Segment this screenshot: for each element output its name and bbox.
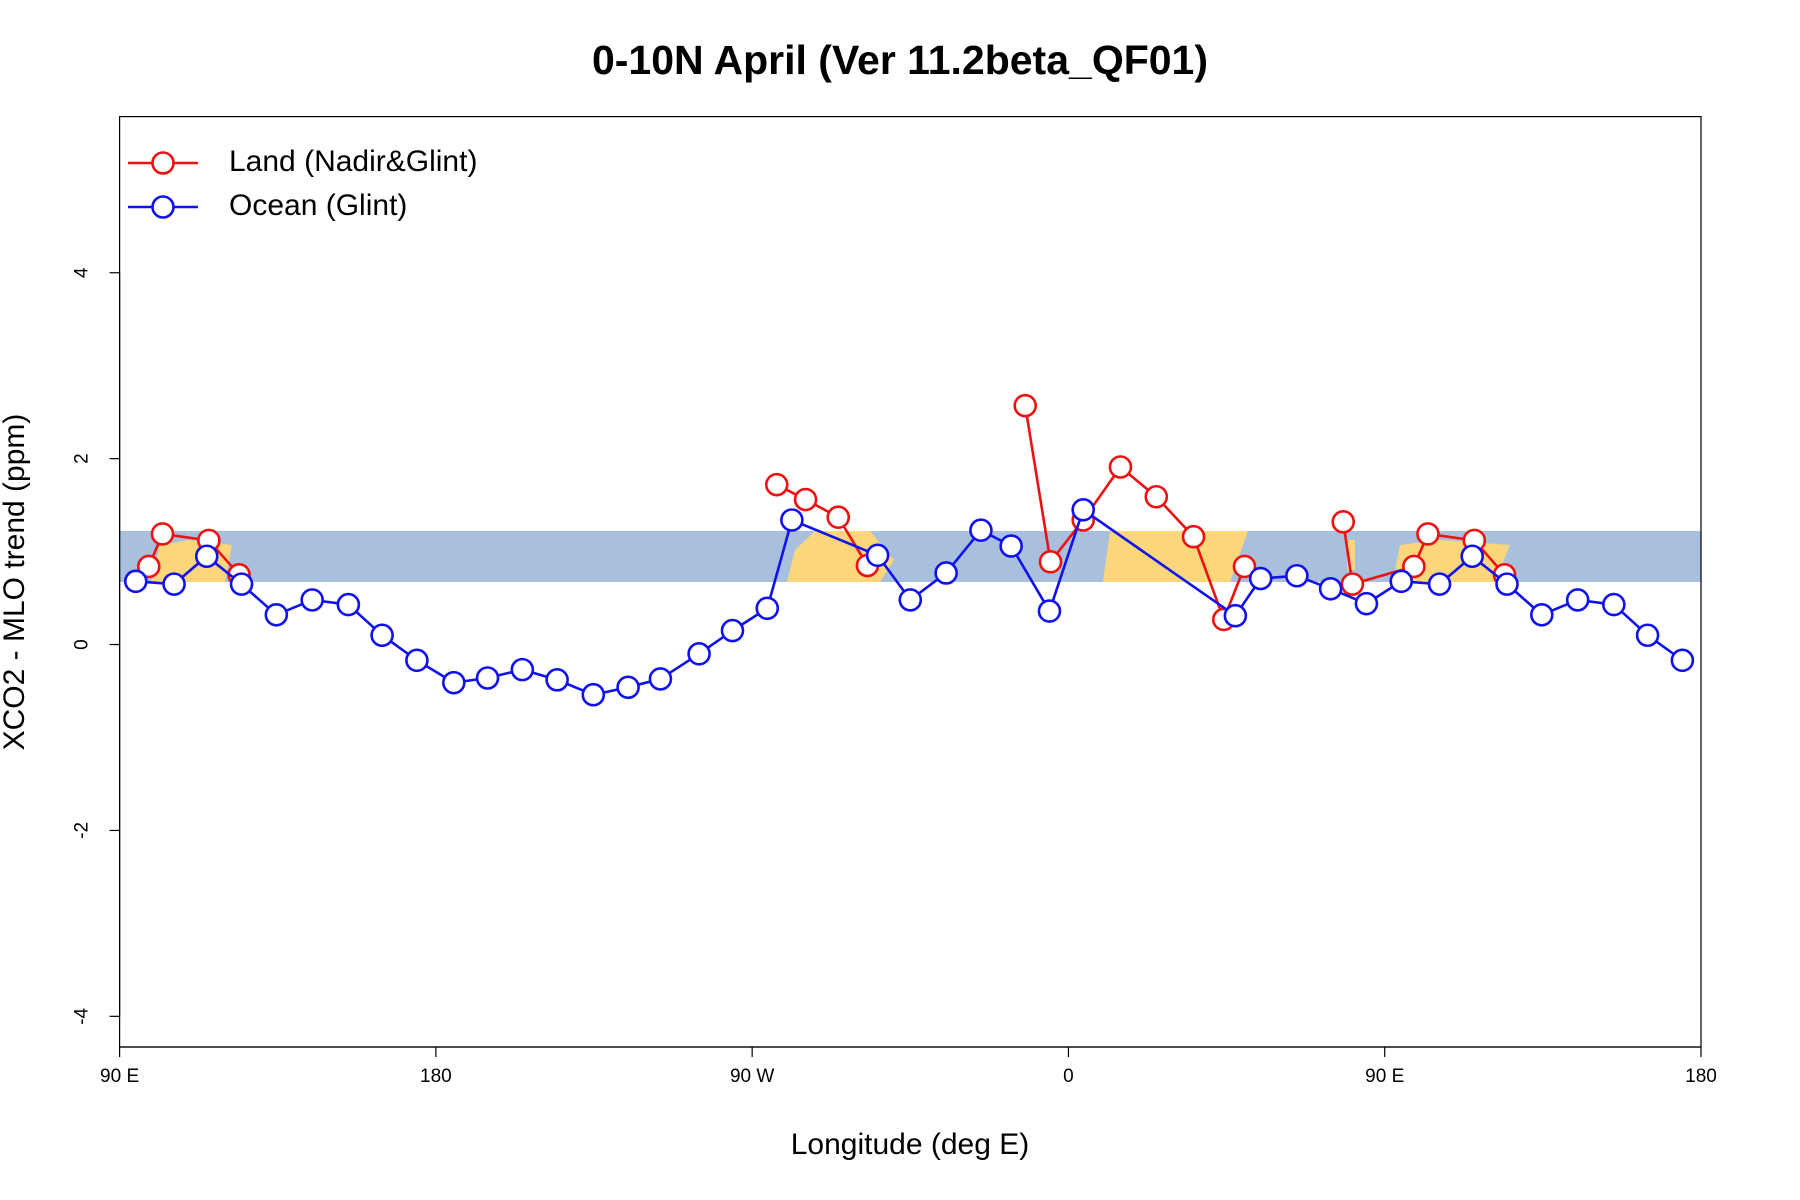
point	[793, 487, 818, 512]
point	[898, 588, 923, 612]
point	[194, 544, 219, 569]
point	[1495, 572, 1519, 596]
point	[865, 543, 890, 568]
point	[648, 667, 673, 691]
point	[229, 572, 254, 596]
point	[1144, 484, 1169, 509]
point	[1602, 592, 1626, 617]
point	[1670, 648, 1695, 673]
point	[1108, 455, 1133, 479]
legend-label: Land (Nadir&Glint)	[229, 145, 477, 178]
point	[1389, 569, 1414, 594]
y-tick-label: 0	[72, 639, 93, 650]
x-tick-label: 180	[420, 1066, 452, 1087]
point	[687, 642, 711, 666]
point	[123, 569, 148, 594]
point	[999, 534, 1023, 558]
point	[1340, 572, 1365, 596]
chart-title: 0-10N April (Ver 11.2beta_QF01)	[592, 37, 1208, 83]
point	[150, 522, 175, 546]
point	[720, 618, 745, 643]
point	[1565, 588, 1590, 612]
point	[755, 596, 780, 621]
point	[442, 670, 466, 695]
x-tick-label: 90 E	[1365, 1066, 1404, 1087]
point	[162, 572, 186, 596]
point	[969, 518, 993, 543]
legend-label: Ocean (Glint)	[229, 189, 407, 222]
point	[1530, 602, 1554, 627]
point	[826, 505, 851, 530]
x-tick-label: 0	[1063, 1066, 1074, 1087]
land-area	[151, 540, 232, 582]
point	[136, 554, 161, 579]
point	[1402, 554, 1426, 579]
y-tick-label: -2	[72, 822, 93, 839]
legend-marker	[151, 195, 175, 219]
point	[336, 592, 361, 617]
y-tick-label: -4	[72, 1007, 93, 1024]
point	[264, 602, 289, 627]
point	[780, 508, 804, 532]
point	[1223, 603, 1248, 628]
point	[545, 668, 569, 692]
y-axis-label: XCO2 - MLO trend (ppm)	[0, 414, 31, 751]
x-tick-label: 180	[1685, 1066, 1717, 1087]
point	[1318, 576, 1343, 601]
series-line	[147, 532, 241, 576]
point	[1427, 572, 1452, 596]
point	[1013, 393, 1038, 418]
point	[370, 623, 394, 648]
land-area	[1103, 531, 1248, 582]
y-tick-label: 4	[72, 267, 93, 278]
x-tick-label: 90 E	[100, 1066, 139, 1087]
point	[510, 657, 535, 682]
point	[1248, 566, 1273, 591]
point	[1232, 554, 1257, 579]
point	[1181, 524, 1206, 549]
legend-marker	[151, 151, 175, 175]
point	[475, 666, 500, 690]
point	[1635, 623, 1660, 648]
x-tick-label: 90 W	[730, 1066, 774, 1087]
point	[934, 561, 958, 585]
series-line	[776, 483, 869, 567]
point	[764, 472, 789, 497]
point	[1037, 599, 1062, 623]
point	[581, 682, 606, 707]
point	[1416, 522, 1440, 546]
point	[405, 648, 429, 673]
land-area	[1347, 540, 1355, 570]
y-tick-label: 2	[72, 453, 93, 464]
point	[616, 675, 640, 700]
point	[1354, 591, 1379, 616]
point	[300, 588, 324, 612]
point	[1460, 544, 1485, 569]
x-axis-label: Longitude (deg E)	[791, 1128, 1030, 1161]
point	[1331, 510, 1356, 534]
point	[1071, 497, 1095, 522]
point	[1285, 563, 1309, 588]
point	[1038, 550, 1063, 574]
